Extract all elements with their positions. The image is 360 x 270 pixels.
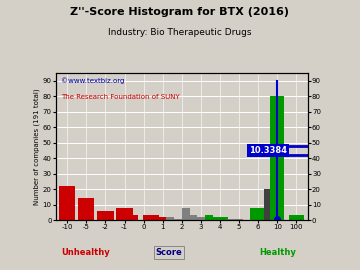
Bar <box>197 217 205 220</box>
Bar <box>143 215 152 220</box>
Bar <box>189 215 197 220</box>
Bar <box>250 208 266 220</box>
Text: ©www.textbiz.org: ©www.textbiz.org <box>61 77 124 84</box>
Bar <box>151 215 159 220</box>
Text: Score: Score <box>156 248 183 257</box>
Bar <box>212 217 220 220</box>
Bar <box>220 217 228 220</box>
Bar <box>228 218 235 220</box>
Text: Healthy: Healthy <box>259 248 296 257</box>
Bar <box>166 217 174 220</box>
Text: Z''-Score Histogram for BTX (2016): Z''-Score Histogram for BTX (2016) <box>71 7 289 17</box>
Bar <box>116 208 132 220</box>
Bar <box>289 215 303 220</box>
Bar <box>204 215 212 220</box>
Bar <box>130 215 138 220</box>
Bar <box>235 218 243 220</box>
Y-axis label: Number of companies (191 total): Number of companies (191 total) <box>33 88 40 205</box>
Text: Unhealthy: Unhealthy <box>61 248 110 257</box>
Text: The Research Foundation of SUNY: The Research Foundation of SUNY <box>61 93 180 100</box>
Bar <box>270 96 284 220</box>
Bar <box>174 218 182 220</box>
Bar <box>264 189 275 220</box>
Text: 10.3384: 10.3384 <box>249 146 287 155</box>
Bar <box>59 186 75 220</box>
Bar <box>181 208 190 220</box>
Bar <box>78 198 94 220</box>
Bar <box>97 211 113 220</box>
Bar <box>159 217 167 220</box>
Text: Industry: Bio Therapeutic Drugs: Industry: Bio Therapeutic Drugs <box>108 28 252 37</box>
